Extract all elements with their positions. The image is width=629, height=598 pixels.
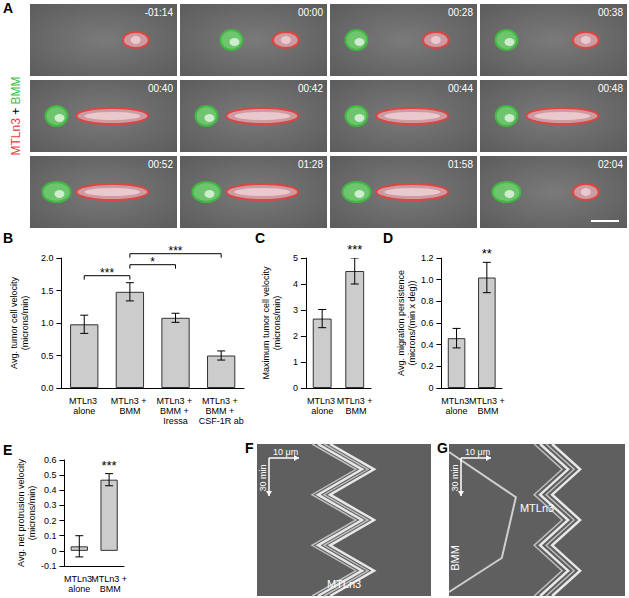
svg-text:***: *** <box>100 266 114 280</box>
svg-text:0.2: 0.2 <box>44 516 57 526</box>
svg-text:00:44: 00:44 <box>448 83 473 94</box>
svg-text:BMM +: BMM + <box>160 406 191 416</box>
svg-text:*: * <box>150 255 155 269</box>
svg-text:0.6: 0.6 <box>421 318 434 328</box>
svg-text:30 min: 30 min <box>258 464 268 491</box>
svg-text:00:00: 00:00 <box>298 7 323 18</box>
svg-text:MTLn3: MTLn3 <box>327 578 361 590</box>
svg-text:alone: alone <box>446 406 468 416</box>
svg-text:(microns/(min x deg)): (microns/(min x deg)) <box>407 280 417 365</box>
svg-text:alone: alone <box>68 584 90 594</box>
svg-text:alone: alone <box>73 406 95 416</box>
svg-text:***: *** <box>169 244 183 258</box>
svg-text:4: 4 <box>293 279 298 289</box>
svg-text:1: 1 <box>293 357 298 367</box>
svg-text:01:28: 01:28 <box>298 159 323 170</box>
svg-text:0: 0 <box>428 383 433 393</box>
svg-text:BMM: BMM <box>475 406 499 416</box>
svg-text:10 μm: 10 μm <box>465 447 490 457</box>
svg-text:BMM: BMM <box>449 545 461 571</box>
svg-text:Avg. migration persistence: Avg. migration persistence <box>396 270 406 376</box>
svg-text:0.3: 0.3 <box>44 500 57 510</box>
svg-text:MTLn3 +: MTLn3 + <box>111 396 149 406</box>
svg-text:0: 0 <box>293 383 298 393</box>
svg-text:1.2: 1.2 <box>421 253 434 263</box>
svg-text:0.5: 0.5 <box>44 470 57 480</box>
svg-text:10 μm: 10 μm <box>273 447 298 457</box>
svg-text:1.0: 1.0 <box>421 275 434 285</box>
html-text:C: C <box>255 230 266 246</box>
svg-text:-01:14: -01:14 <box>145 7 174 18</box>
svg-text:0.6: 0.6 <box>44 455 57 465</box>
html-text:D: D <box>383 230 394 246</box>
svg-text:**: ** <box>482 246 492 261</box>
svg-text:00:42: 00:42 <box>298 83 323 94</box>
svg-text:BMM: BMM <box>343 406 367 416</box>
svg-text:01:58: 01:58 <box>448 159 473 170</box>
svg-text:1.5: 1.5 <box>41 286 54 296</box>
svg-text:0.1: 0.1 <box>44 531 57 541</box>
svg-text:0.0: 0.0 <box>41 383 54 393</box>
html-text:E: E <box>3 442 13 458</box>
html-text:B: B <box>3 230 14 246</box>
svg-text:00:40: 00:40 <box>148 83 173 94</box>
svg-text:MTLn3: MTLn3 <box>69 396 100 406</box>
svg-text:***: *** <box>102 458 117 473</box>
svg-text:MTLn3: MTLn3 <box>520 502 554 514</box>
svg-text:Avg. net protrusion velocity: Avg. net protrusion velocity <box>16 459 26 567</box>
svg-text:3: 3 <box>293 305 298 315</box>
svg-text:30 min: 30 min <box>450 464 460 491</box>
svg-text:0.4: 0.4 <box>44 485 57 495</box>
svg-text:0.8: 0.8 <box>421 296 434 306</box>
svg-text:2.0: 2.0 <box>41 253 54 263</box>
svg-text:MTLn3 + BMM: MTLn3 + BMM <box>9 76 23 155</box>
svg-text:Avg. tumor cell velocity: Avg. tumor cell velocity <box>9 277 19 369</box>
svg-text:(microns/min): (microns/min) <box>27 486 37 541</box>
svg-text:CSF-1R ab: CSF-1R ab <box>199 416 244 426</box>
svg-text:0.5: 0.5 <box>41 351 54 361</box>
svg-text:BMM: BMM <box>97 584 121 594</box>
svg-text:2: 2 <box>293 331 298 341</box>
svg-text:00:28: 00:28 <box>448 7 473 18</box>
svg-text:MTLn3 +: MTLn3 + <box>156 396 194 406</box>
svg-text:MTLn3 +: MTLn3 + <box>91 574 127 584</box>
svg-text:0.4: 0.4 <box>421 340 434 350</box>
svg-text:BMM +: BMM + <box>206 406 237 416</box>
svg-text:00:52: 00:52 <box>148 159 173 170</box>
svg-text:***: *** <box>347 242 362 257</box>
svg-text:BMM: BMM <box>119 406 140 416</box>
svg-text:alone: alone <box>311 406 333 416</box>
svg-text:Maximum tumor cell velocity: Maximum tumor cell velocity <box>261 266 271 380</box>
svg-text:(microns/min): (microns/min) <box>272 296 282 351</box>
svg-text:00:38: 00:38 <box>598 7 623 18</box>
html-text:A: A <box>3 0 14 16</box>
svg-text:0: 0 <box>51 546 56 556</box>
svg-text:1.0: 1.0 <box>41 318 54 328</box>
html-text:G: G <box>437 440 448 456</box>
html-text:F: F <box>245 440 254 456</box>
svg-text:00:48: 00:48 <box>598 83 623 94</box>
svg-text:MTLn3: MTLn3 <box>307 396 338 406</box>
svg-text:02:04: 02:04 <box>598 159 623 170</box>
svg-text:MTLn3: MTLn3 <box>441 396 472 406</box>
svg-text:Iressa: Iressa <box>163 416 188 426</box>
svg-text:MTLn3: MTLn3 <box>64 574 95 584</box>
svg-text:MTLn3 +: MTLn3 + <box>337 396 373 406</box>
svg-text:MTLn3 +: MTLn3 + <box>202 396 240 406</box>
svg-text:-0.1: -0.1 <box>41 561 57 571</box>
svg-text:0.2: 0.2 <box>421 361 434 371</box>
svg-text:MTLn3 +: MTLn3 + <box>469 396 505 406</box>
svg-text:(microns/min): (microns/min) <box>20 296 30 351</box>
svg-text:5: 5 <box>293 253 298 263</box>
